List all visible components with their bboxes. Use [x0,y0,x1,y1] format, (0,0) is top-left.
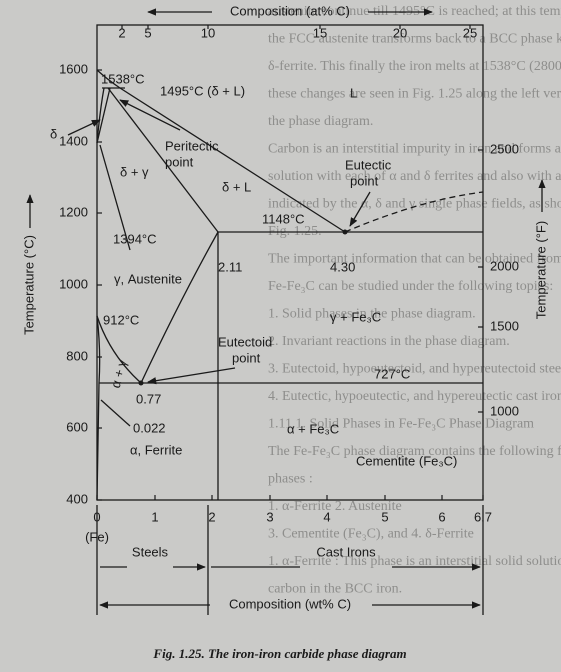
label: 1148°C [262,211,305,226]
left-tick-label: 600 [66,419,88,434]
eutectic-point [342,229,348,235]
alpha-boundary [96,315,101,501]
background-line: 2. Invariant reactions in the phase diag… [268,334,510,349]
label: δ [50,126,57,141]
bottom-tick-label: 2 [208,509,215,524]
top-tick-label: 5 [144,25,151,40]
delta-boundary [96,87,105,144]
eutectoid-point [138,380,144,386]
background-line: Fe-Fe₃C can be studied under the followi… [268,279,553,294]
background-line: The Fe-Fe₃C phase diagram contains the f… [268,444,561,459]
a3-line [96,315,142,384]
background-line: The important information that can be ob… [268,252,561,267]
left-tick-label: 1000 [59,276,88,291]
left-tick-label: 1600 [59,61,88,76]
background-line: δ-ferrite. This finally the iron melts a… [268,59,561,74]
left-tick-label: 1400 [59,133,88,148]
label: Eutectoid [218,334,272,349]
background-line: indicated by the α, δ and γ single phase… [268,197,561,212]
label: point [350,173,379,188]
top-tick-label: 25 [463,25,477,40]
top-tick-label: 15 [313,25,327,40]
label: point [165,154,194,169]
label: γ, Austenite [114,271,182,286]
label: 1394°C [113,231,157,246]
top-tick-label: 20 [393,25,407,40]
label: α, Ferrite [130,442,182,457]
background-line: 4. Eutectic, hypoeutectic, and hypereute… [268,389,561,404]
background-line: Carbon is an interstitial impurity in ir… [268,142,561,157]
label: γ + Fe₃C [330,309,381,324]
delta-arrow [67,119,101,136]
background-line: 3. Cementite (Fe₃C), and 4. δ-Ferrite [268,527,474,542]
label: 0.77 [136,391,161,406]
labels: 1538°C 1495°C (δ + L) L δ Peritectic poi… [50,71,457,468]
range-label: Cast Irons [316,544,376,559]
label: 1538°C [101,71,145,86]
caption: Fig. 1.25. The iron-iron carbide phase d… [152,646,406,661]
right-tick-label: 1000 [490,403,519,418]
label: point [232,350,261,365]
phase-lines [67,69,484,501]
right-axis-title: Temperature (°F) [533,221,548,319]
label: 727°C [374,366,410,381]
background-line: these changes are seen in Fig. 1.25 alon… [268,87,561,102]
background-line: 1. α-Ferrite 2. Austenite [268,499,402,514]
label: 0.022 [133,420,166,435]
left-tick-label: 800 [66,348,88,363]
background-line: the phase diagram. [268,114,373,129]
bottom-tick-label: 4 [323,509,330,524]
left-tick-label: 400 [66,491,88,506]
acm-line [140,231,219,384]
label: δ + L [222,179,251,194]
label: 2.11 [218,259,242,274]
t1394-leader [99,144,131,251]
right-tick-label: 2500 [490,141,519,156]
label: 1495°C (δ + L) [160,83,245,98]
label: δ + γ [120,164,149,179]
ticks: 2 5 10 15 20 25160014001200100080060040025002… [59,25,519,524]
bottom-tick-label: 5 [381,509,388,524]
background-line: 3. Eutectoid, hypoeutectoid, and hypereu… [268,362,561,377]
background-line: solution with each of α and δ ferrites a… [268,169,561,184]
c0022-leader [100,399,131,427]
bottom-tick-label: 3 [266,509,273,524]
left-axis-title: Temperature (°C) [21,235,36,335]
left-tick-label: 1200 [59,204,88,219]
right-tick-label: 1500 [490,318,519,333]
right-tick-label: 2000 [490,258,519,273]
top-tick-label: 2 [118,25,125,40]
background-line: 1.11.1. Solid Phases in Fe-Fe₃C Phase Di… [268,417,534,432]
label: α + γ [108,357,130,389]
top-tick-label: 10 [201,25,215,40]
background-line: 1. Solid phases in the phase diagram. [268,307,476,322]
label: α + Fe₃C [287,421,339,436]
bottom-tick-label: 1 [151,509,158,524]
top-axis-title: Composition (at% C) [230,3,350,18]
delta-gamma-boundary [96,87,111,144]
eutectoid-arrow [147,367,236,385]
plot-frame [96,24,484,501]
eutectic-arrow [349,191,371,227]
label: Eutectic [345,157,392,172]
label: Cementite (Fe₃C) [356,453,457,468]
solidus [107,87,219,233]
label: L [350,85,357,100]
ranges: Steels Cast Irons [96,505,483,615]
bottom-tick-label: 6 [438,509,445,524]
peritectic-arrow [119,99,181,131]
label: 912°C [103,312,139,327]
range-label: Steels [132,544,169,559]
background-line: carbon in the BCC iron. [268,582,402,597]
label: 4.30 [330,259,355,274]
label: Peritectic [165,138,219,153]
background-line: the FCC austenite transforms back to a B… [268,32,561,47]
bottom-axis-title: Composition (wt% C) [229,596,351,611]
background-line: phases : [268,472,313,487]
